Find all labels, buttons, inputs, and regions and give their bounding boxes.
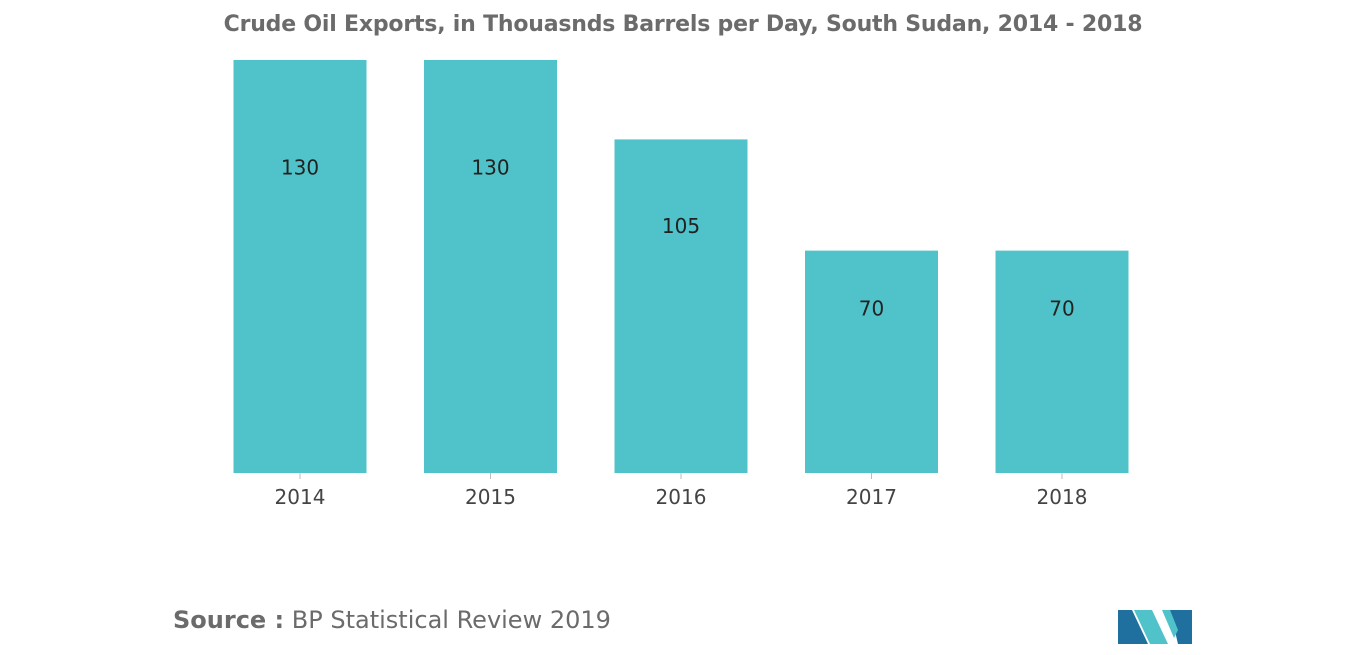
logo-right-shape: [1170, 610, 1192, 644]
bar-2017: [805, 250, 938, 473]
data-label-2015: 130: [471, 155, 509, 179]
logo-accent-shape: [1162, 610, 1178, 638]
x-tick-label-2015: 2015: [465, 485, 516, 509]
x-tick-label-2016: 2016: [656, 485, 707, 509]
mordor-intelligence-logo-icon: [1118, 610, 1192, 644]
bar-2015: [424, 60, 557, 473]
bar-2018: [995, 250, 1129, 473]
ticks-layer: 2014 2015 2016 2017 2018: [275, 473, 1088, 509]
logo-left-shape: [1118, 610, 1148, 644]
bars-layer: [233, 60, 1129, 473]
data-labels-layer: 130 130 105 70 70: [281, 155, 1075, 320]
data-label-2014: 130: [281, 155, 319, 179]
x-tick-label-2017: 2017: [846, 485, 897, 509]
data-label-2018: 70: [1049, 296, 1074, 320]
source-text: BP Statistical Review 2019: [291, 606, 611, 634]
bar-2016: [614, 139, 748, 473]
source-note: Source : BP Statistical Review 2019: [173, 606, 611, 634]
logo-mid-shape: [1134, 610, 1168, 644]
data-label-2016: 105: [662, 214, 700, 238]
chart-title: Crude Oil Exports, in Thouasnds Barrels …: [223, 12, 1143, 37]
data-label-2017: 70: [859, 296, 884, 320]
source-label: Source :: [173, 606, 285, 634]
bar-2014: [233, 60, 367, 473]
x-tick-label-2018: 2018: [1037, 485, 1088, 509]
x-tick-label-2014: 2014: [275, 485, 326, 509]
